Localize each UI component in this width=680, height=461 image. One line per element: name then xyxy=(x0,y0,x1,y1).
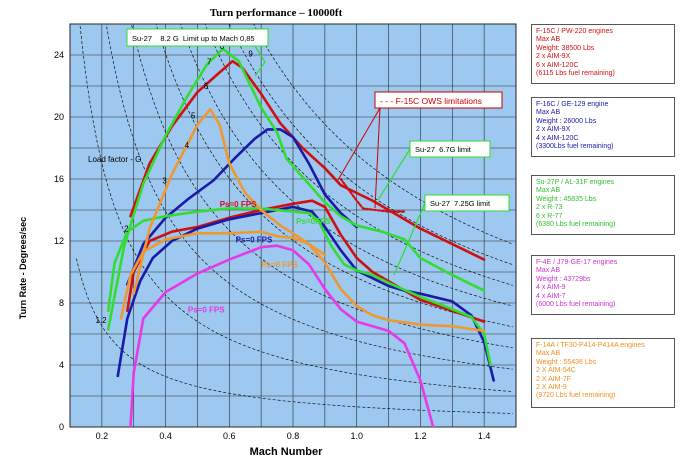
y-tick-label: 24 xyxy=(54,50,64,60)
chart-title: Turn performance – 10000ft xyxy=(210,7,343,19)
x-axis-label: Mach Number xyxy=(250,446,323,458)
legend-su27-line-2: Max AB xyxy=(536,187,561,195)
legend-f4e-line-6: (6000 Lbs fuel remaining) xyxy=(536,301,616,309)
load-factor-label: 5 xyxy=(191,112,196,121)
load-factor-line xyxy=(204,24,513,286)
legend-f16c: F-16C / GE-129 engine Max AB Weight : 26… xyxy=(531,97,675,157)
load-factor-line xyxy=(155,24,513,328)
ps-label: Ps=0FPS xyxy=(296,217,331,226)
ps-label: Ps=0 FPS xyxy=(188,305,225,314)
legend-su27-line-3: Weight : 45835 Lbs xyxy=(536,195,597,203)
series-line xyxy=(119,230,486,333)
legend-f14a-line-7: (9720 Lbs fuel remaining) xyxy=(536,392,616,400)
su27-8g-limit-arrow xyxy=(254,45,266,77)
ows-limit-label: - - - F-15C OWS limitations xyxy=(380,96,482,106)
legend-f14a-line-6: 2 X AIM-9 xyxy=(536,384,567,392)
legend-f15c-line-5: 6 x AIM-120C xyxy=(536,61,579,69)
legend-f14a-line-5: 2 X AIM-7F xyxy=(536,375,572,383)
x-tick-label: 0.4 xyxy=(159,431,172,441)
series-line xyxy=(129,244,435,427)
ps-label: Ps=0 FPS xyxy=(236,236,273,245)
load-factor-line xyxy=(76,258,513,414)
legend-f16c-line-1: F-16C / GE-129 engine xyxy=(536,101,609,108)
su27-8g-limit-label: Su-27 8.2 G Limit up to Mach 0,85 xyxy=(132,34,255,43)
y-tick-label: 16 xyxy=(54,174,64,184)
su27-8g-limit-box xyxy=(126,28,269,47)
legend-f4e-line-4: 4 x AIM-9 xyxy=(536,284,566,292)
legend-su27: Su-27P / AL-31F engines Max AB Weight : … xyxy=(531,175,675,235)
legend-f14a-line-2: Max AB xyxy=(536,350,561,358)
load-factor-lines xyxy=(76,24,513,414)
legend-f14a-line-1: F-14A / TF30-P414-P414A engines xyxy=(536,342,645,349)
ps-label: Ps=0 FPS xyxy=(261,260,298,269)
load-factor-label: 1.2 xyxy=(95,316,107,325)
ows-limit-box xyxy=(374,91,503,109)
load-factor-line xyxy=(228,24,513,266)
y-tick-label: 8 xyxy=(59,298,64,308)
legend-su27-line-5: 6 x R-77 xyxy=(536,212,563,220)
x-tick-label: 0.6 xyxy=(223,431,236,441)
series-line xyxy=(106,207,492,367)
load-factor-line xyxy=(79,24,513,392)
x-tick-label: 1.4 xyxy=(478,431,491,441)
x-tick-label: 0.8 xyxy=(287,431,300,441)
load-factor-caption: Load factor - G xyxy=(88,155,141,164)
x-tick-label: 1.0 xyxy=(350,431,363,441)
load-factor-label: 4 xyxy=(185,141,190,150)
legend-f14a-line-4: 2 X AIM-54C xyxy=(536,367,576,375)
legend-f15c: F-15C / PW-220 engines Max AB Weight: 38… xyxy=(531,24,675,84)
load-factor-label: 9 xyxy=(248,50,253,59)
legend-f14a: F-14A / TF30-P414-P414A engines Max AB W… xyxy=(531,338,675,408)
legend-f4e-line-2: Max AB xyxy=(536,267,561,275)
legend-f15c-line-2: Max AB xyxy=(536,36,561,44)
ps-label: Ps=0 FPS xyxy=(220,200,257,209)
legend-f4e: F-4E / J79-GE-17 engines Max AB Weight :… xyxy=(531,255,675,315)
legend-su27-line-1: Su-27P / AL-31F engines xyxy=(536,179,615,186)
legend-f4e-line-3: Weight : 43729bs xyxy=(536,275,591,283)
su27-67g-arrow xyxy=(377,148,411,201)
ows-arrow-2 xyxy=(374,107,381,209)
load-factor-line xyxy=(105,24,513,370)
load-factor-label: 6 xyxy=(204,82,209,91)
legend-f14a-line-3: Weight : 55436 Lbs xyxy=(536,358,597,366)
su27-725g-arrow xyxy=(393,202,426,276)
legend-su27-line-6: (6380 Lbs fuel remaining) xyxy=(536,221,616,229)
legend-f15c-line-1: F-15C / PW-220 engines xyxy=(536,28,613,35)
x-tick-label: 1.2 xyxy=(414,431,427,441)
legend-su27-line-4: 2 x R-73 xyxy=(536,204,563,212)
y-tick-label: 12 xyxy=(54,236,64,246)
ows-arrow-1 xyxy=(337,107,381,181)
legend-f16c-line-3: Weight : 26000 Lbs xyxy=(536,117,597,125)
series-line xyxy=(116,205,496,382)
legend-f16c-line-5: 4 x AIM-120C xyxy=(536,134,579,142)
series-line xyxy=(106,47,486,331)
x-tick-label: 0.2 xyxy=(96,431,109,441)
series-line xyxy=(339,177,406,213)
legend-f4e-line-1: F-4E / J79-GE-17 engines xyxy=(536,259,618,266)
legend-f15c-line-3: Weight: 38500 Lbs xyxy=(536,44,595,52)
y-tick-label: 4 xyxy=(59,360,64,370)
load-factor-label: 7 xyxy=(207,57,212,66)
legend-f16c-line-4: 2 x AIM-9X xyxy=(536,126,571,134)
y-tick-label: 20 xyxy=(54,112,64,122)
su27-67g-limit-label: Su-27 6.7G limit xyxy=(415,145,472,154)
y-tick-label: 0 xyxy=(59,422,64,432)
series-lines xyxy=(106,47,496,427)
legend-f16c-line-2: Max AB xyxy=(536,109,561,117)
su27-725g-limit-label: Su-27 7.25G limit xyxy=(430,199,491,208)
load-factor-line xyxy=(253,24,513,245)
load-factor-line xyxy=(131,24,513,349)
legend-f15c-line-6: (6115 Lbs fuel remaining) xyxy=(536,70,615,78)
series-line xyxy=(132,108,327,296)
load-factor-line xyxy=(180,24,513,307)
y-axis-label: Turn Rate - Degrees/sec xyxy=(18,217,28,319)
legend-f15c-line-4: 2 x AIM-9X xyxy=(536,53,571,61)
legend-f4e-line-5: 4 x AIM-7 xyxy=(536,292,566,300)
legend-f16c-line-6: (3300Lbs fuel remaining) xyxy=(536,143,614,151)
load-factor-label: 2 xyxy=(124,225,129,234)
load-factor-label: 3 xyxy=(162,177,167,186)
